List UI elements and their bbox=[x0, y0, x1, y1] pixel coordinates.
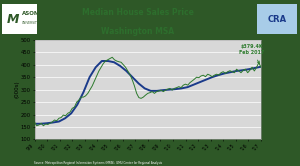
Text: ASON: ASON bbox=[22, 11, 39, 16]
Text: Source: Metropolitan Regional Information Systems (MRIS), GMU Center for Regiona: Source: Metropolitan Regional Informatio… bbox=[34, 161, 163, 165]
Y-axis label: (000s): (000s) bbox=[14, 81, 20, 98]
Text: M: M bbox=[7, 13, 19, 26]
Bar bbox=[256, 4, 297, 34]
Text: UNIVERSITY: UNIVERSITY bbox=[22, 21, 39, 25]
Text: Median House Sales Price: Median House Sales Price bbox=[82, 8, 194, 17]
Text: CRA: CRA bbox=[267, 15, 286, 24]
Text: $379.4K
Feb 2017: $379.4K Feb 2017 bbox=[239, 44, 265, 63]
Text: Washington MSA: Washington MSA bbox=[101, 27, 175, 36]
Bar bbox=[2, 4, 37, 34]
